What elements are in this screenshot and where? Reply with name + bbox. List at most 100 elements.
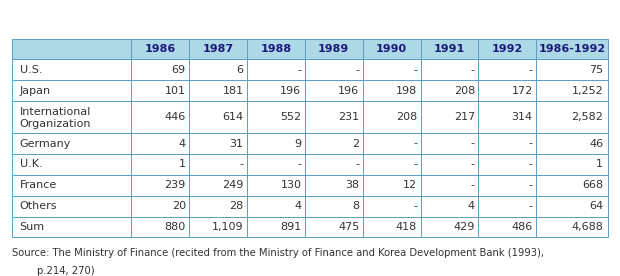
Bar	[131, 80, 189, 101]
Bar	[363, 101, 420, 133]
Bar	[247, 101, 305, 133]
Text: 208: 208	[396, 112, 417, 122]
Bar	[12, 60, 131, 80]
Bar	[479, 216, 536, 237]
Bar	[536, 39, 608, 60]
Text: 2,582: 2,582	[572, 112, 603, 122]
Text: 1988: 1988	[260, 44, 291, 54]
Text: U.K.: U.K.	[20, 159, 42, 169]
Text: 101: 101	[165, 86, 186, 96]
Text: 486: 486	[512, 222, 533, 232]
Bar	[479, 60, 536, 80]
Bar	[305, 196, 363, 216]
Bar	[12, 154, 131, 175]
Bar	[247, 216, 305, 237]
Text: 217: 217	[454, 112, 475, 122]
Bar	[420, 133, 479, 154]
Bar	[247, 196, 305, 216]
Bar	[536, 196, 608, 216]
Text: 38: 38	[345, 180, 359, 190]
Bar	[131, 154, 189, 175]
Bar	[247, 80, 305, 101]
Text: -: -	[239, 159, 244, 169]
Text: 8: 8	[352, 201, 359, 211]
Text: 75: 75	[589, 65, 603, 75]
Bar	[536, 216, 608, 237]
Text: 1,109: 1,109	[212, 222, 244, 232]
Text: 552: 552	[280, 112, 301, 122]
Text: 239: 239	[164, 180, 186, 190]
Text: 446: 446	[164, 112, 186, 122]
Text: Source: The Ministry of Finance (recited from the Ministry of Finance and Korea : Source: The Ministry of Finance (recited…	[12, 248, 544, 258]
Bar	[536, 60, 608, 80]
Bar	[189, 39, 247, 60]
Text: 181: 181	[223, 86, 244, 96]
Bar	[189, 80, 247, 101]
Bar	[12, 216, 131, 237]
Text: -: -	[413, 139, 417, 148]
Text: Sum: Sum	[20, 222, 45, 232]
Bar	[189, 101, 247, 133]
Text: 1989: 1989	[318, 44, 350, 54]
Bar	[305, 216, 363, 237]
Text: 2: 2	[352, 139, 359, 148]
Bar	[131, 216, 189, 237]
Text: -: -	[529, 159, 533, 169]
Text: 1986-1992: 1986-1992	[538, 44, 606, 54]
Text: 28: 28	[229, 201, 244, 211]
Text: 418: 418	[396, 222, 417, 232]
Text: -: -	[471, 180, 475, 190]
Text: Organization: Organization	[20, 118, 91, 129]
Bar	[536, 175, 608, 196]
Text: 1990: 1990	[376, 44, 407, 54]
Bar	[305, 133, 363, 154]
Text: 1987: 1987	[203, 44, 234, 54]
Bar	[189, 196, 247, 216]
Bar	[479, 196, 536, 216]
Bar	[420, 101, 479, 133]
Bar	[12, 133, 131, 154]
Bar	[131, 60, 189, 80]
Bar	[12, 39, 131, 60]
Bar	[12, 80, 131, 101]
Text: 1: 1	[179, 159, 186, 169]
Text: 1992: 1992	[492, 44, 523, 54]
Bar	[363, 133, 420, 154]
Bar	[131, 133, 189, 154]
Text: 130: 130	[280, 180, 301, 190]
Bar	[189, 154, 247, 175]
Bar	[12, 101, 131, 133]
Text: Japan: Japan	[20, 86, 51, 96]
Text: 196: 196	[280, 86, 301, 96]
Text: 20: 20	[172, 201, 186, 211]
Text: 4: 4	[294, 201, 301, 211]
Bar	[189, 133, 247, 154]
Bar	[420, 196, 479, 216]
Bar	[131, 39, 189, 60]
Bar	[305, 39, 363, 60]
Text: 614: 614	[223, 112, 244, 122]
Text: -: -	[529, 180, 533, 190]
Text: 172: 172	[512, 86, 533, 96]
Bar	[479, 154, 536, 175]
Bar	[363, 80, 420, 101]
Bar	[420, 216, 479, 237]
Bar	[536, 133, 608, 154]
Text: 668: 668	[582, 180, 603, 190]
Bar	[189, 60, 247, 80]
Text: 1991: 1991	[434, 44, 465, 54]
Bar	[536, 154, 608, 175]
Bar	[479, 39, 536, 60]
Bar	[479, 133, 536, 154]
Bar	[189, 175, 247, 196]
Text: 429: 429	[453, 222, 475, 232]
Text: 6: 6	[237, 65, 244, 75]
Text: 1,252: 1,252	[572, 86, 603, 96]
Text: -: -	[413, 201, 417, 211]
Text: -: -	[471, 159, 475, 169]
Text: International: International	[20, 107, 91, 117]
Bar	[420, 39, 479, 60]
Bar	[247, 133, 305, 154]
Text: 1: 1	[596, 159, 603, 169]
Text: U.S.: U.S.	[20, 65, 42, 75]
